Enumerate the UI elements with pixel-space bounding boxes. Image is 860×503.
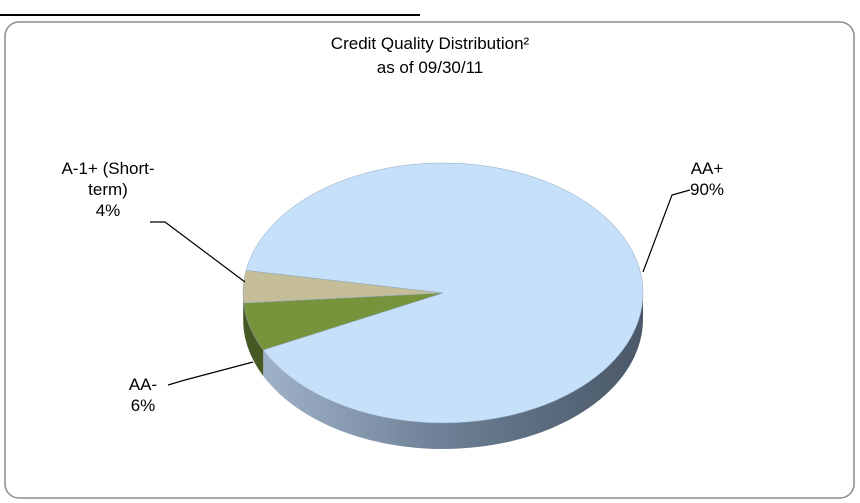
category-label: A-1+ (Short-term) [61, 159, 155, 199]
chart-subtitle: as of 09/30/11 [376, 58, 484, 77]
slice-label: AA- 6% [118, 374, 168, 416]
pie-side [263, 293, 643, 449]
value-label: 4% [95, 201, 121, 220]
chart-title: Credit Quality Distribution² [330, 34, 530, 53]
slice-label: A-1+ (Short-term) 4% [52, 158, 164, 221]
leader-line [642, 189, 691, 273]
pie-slice [242, 270, 444, 304]
slice-label: AA+ 90% [672, 158, 742, 200]
value-label: 90% [689, 180, 725, 199]
category-label: AA+ [690, 159, 724, 178]
category-label: AA- [128, 375, 158, 394]
leader-line [167, 361, 254, 386]
leader-line [150, 221, 246, 283]
pie-side [243, 302, 264, 376]
pie-slice [245, 162, 644, 424]
value-label: 6% [130, 396, 156, 415]
